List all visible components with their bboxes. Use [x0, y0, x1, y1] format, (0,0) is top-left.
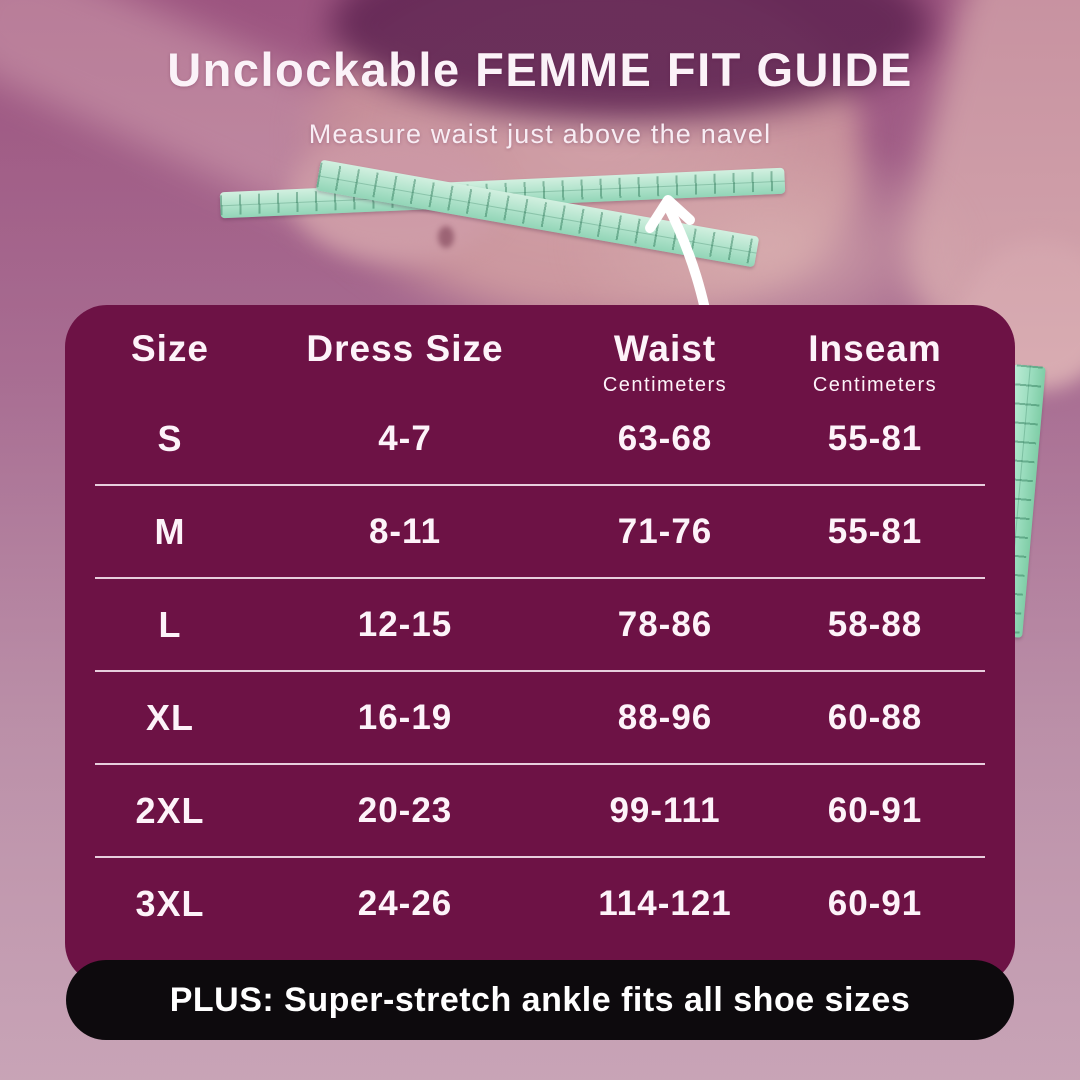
size-chart-body: S 4-7 63-68 55-81 M 8-11 71-76 55-81 L 1…: [95, 393, 985, 949]
waist-value: 78-86: [617, 604, 713, 644]
column-header-size: Size: [95, 328, 245, 397]
dress-size-value: 4-7: [378, 418, 432, 458]
size-value: M: [154, 510, 186, 552]
column-header-inseam: Inseam Centimeters: [765, 328, 985, 397]
table-row-s: S 4-7 63-68 55-81: [95, 393, 985, 484]
waist-value: 99-111: [609, 790, 721, 830]
model-navel: [438, 226, 454, 248]
footnote-text: PLUS: Super-stretch ankle fits all shoe …: [169, 980, 911, 1019]
size-value: L: [158, 603, 182, 645]
table-row-3xl: 3XL 24-26 114-121 60-91: [95, 856, 985, 949]
dress-size-value: 16-19: [357, 697, 453, 737]
waist-value: 114-121: [598, 883, 732, 923]
column-sublabel: Centimeters: [602, 373, 728, 396]
column-label: Inseam: [808, 328, 942, 369]
column-label: Size: [130, 328, 210, 369]
inseam-value: 60-91: [827, 790, 923, 830]
size-chart-panel: Size Dress Size Waist Centimeters Inseam…: [65, 305, 1015, 985]
table-row-2xl: 2XL 20-23 99-111 60-91: [95, 763, 985, 856]
dress-size-value: 24-26: [357, 883, 453, 923]
column-label: Dress Size: [306, 328, 504, 369]
dress-size-value: 12-15: [357, 604, 453, 644]
footnote-pill: PLUS: Super-stretch ankle fits all shoe …: [66, 960, 1014, 1040]
inseam-value: 60-91: [827, 883, 923, 923]
inseam-value: 60-88: [827, 697, 923, 737]
inseam-value: 58-88: [827, 604, 923, 644]
waist-value: 88-96: [617, 697, 713, 737]
table-row-l: L 12-15 78-86 58-88: [95, 577, 985, 670]
column-header-waist: Waist Centimeters: [565, 328, 765, 397]
size-value: 2XL: [135, 789, 205, 831]
size-value: 3XL: [135, 882, 205, 924]
size-value: XL: [145, 696, 194, 738]
dress-size-value: 8-11: [368, 511, 442, 551]
column-header-dress-size: Dress Size: [245, 328, 565, 397]
size-value: S: [157, 417, 183, 459]
waist-value: 63-68: [617, 418, 713, 458]
column-label: Waist: [613, 328, 717, 369]
page-title: Unclockable FEMME FIT GUIDE: [167, 43, 913, 96]
column-sublabel: Centimeters: [812, 373, 938, 396]
page-subtitle: Measure waist just above the navel: [308, 119, 772, 149]
waist-value: 71-76: [617, 511, 713, 551]
inseam-value: 55-81: [827, 511, 923, 551]
dress-size-value: 20-23: [357, 790, 453, 830]
table-row-xl: XL 16-19 88-96 60-88: [95, 670, 985, 763]
table-row-m: M 8-11 71-76 55-81: [95, 484, 985, 577]
size-chart-header-row: Size Dress Size Waist Centimeters Inseam…: [65, 305, 1015, 397]
inseam-value: 55-81: [827, 418, 923, 458]
